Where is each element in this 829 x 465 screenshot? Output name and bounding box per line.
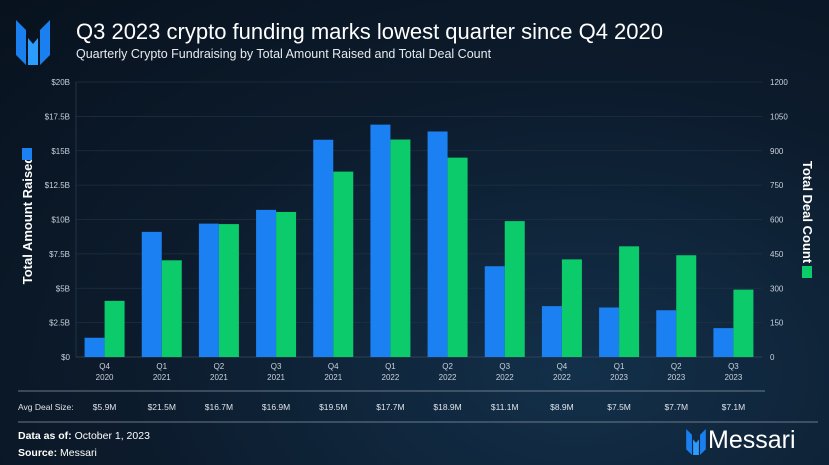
data-as-of: Data as of: October 1, 2023	[18, 430, 150, 442]
chart-subtitle: Quarterly Crypto Fundraising by Total Am…	[76, 47, 492, 61]
bar-amount-raised	[541, 306, 562, 357]
bar-amount-raised	[370, 124, 391, 357]
avg-deal-size-value: $21.5M	[148, 402, 176, 412]
right-axis-title: Total Deal Count	[800, 161, 815, 264]
left-tick-label: $20B	[51, 78, 70, 87]
bar-amount-raised	[599, 307, 620, 357]
brand-name: Messari	[708, 426, 796, 454]
avg-deal-size-value: $19.5M	[319, 402, 347, 412]
bar-amount-raised	[484, 266, 505, 357]
left-tick-label: $2.5B	[49, 319, 70, 328]
x-tick-year: 2021	[210, 373, 228, 382]
bar-amount-raised	[713, 328, 734, 357]
legend-swatch-amount	[22, 148, 32, 160]
bar-amount-raised	[313, 139, 334, 357]
bar-deal-count	[561, 259, 582, 357]
bar-deal-count	[733, 289, 754, 357]
avg-deal-size-value: $5.9M	[93, 402, 117, 412]
left-tick-label: $17.5B	[45, 112, 70, 121]
source-value: Messari	[60, 447, 97, 459]
messari-logo-icon	[16, 20, 50, 65]
bar-amount-raised	[256, 209, 277, 357]
data-as-of-value: October 1, 2023	[74, 430, 150, 442]
left-axis-title: Total Amount Raised	[20, 156, 35, 285]
x-tick-quarter: Q2	[214, 362, 225, 371]
x-tick-quarter: Q1	[385, 362, 396, 371]
x-tick-year: 2023	[610, 373, 628, 382]
x-tick-quarter: Q4	[328, 362, 339, 371]
bar-amount-raised	[427, 131, 448, 357]
bar-amount-raised	[198, 223, 219, 357]
avg-deal-size-value: $7.7M	[664, 402, 688, 412]
right-tick-label: 450	[770, 250, 784, 259]
bar-deal-count	[333, 171, 354, 357]
x-tick-quarter: Q1	[614, 362, 625, 371]
x-tick-quarter: Q3	[499, 362, 510, 371]
bar-deal-count	[447, 157, 468, 357]
bar-amount-raised	[141, 231, 162, 357]
x-tick-quarter: Q3	[271, 362, 282, 371]
x-tick-year: 2021	[153, 373, 171, 382]
bar-deal-count	[161, 260, 182, 357]
right-tick-label: 900	[770, 147, 784, 156]
avg-deal-size-value: $17.7M	[376, 402, 404, 412]
x-tick-year: 2022	[439, 373, 457, 382]
avg-deal-size-label: Avg Deal Size:	[18, 402, 74, 412]
avg-deal-size-value: $18.9M	[433, 402, 461, 412]
x-tick-year: 2021	[267, 373, 285, 382]
right-tick-label: 300	[770, 284, 784, 293]
avg-deal-size-value: $7.1M	[722, 402, 746, 412]
avg-deal-size-value: $16.9M	[262, 402, 290, 412]
left-tick-label: $12.5B	[45, 181, 70, 190]
data-as-of-label: Data as of:	[18, 430, 72, 442]
x-tick-year: 2023	[667, 373, 685, 382]
chart-title: Q3 2023 crypto funding marks lowest quar…	[76, 19, 663, 44]
bar-deal-count	[276, 211, 297, 357]
left-tick-label: $10B	[51, 216, 70, 225]
right-tick-label: 0	[770, 353, 775, 362]
x-tick-quarter: Q3	[728, 362, 739, 371]
bar-deal-count	[218, 224, 239, 357]
x-tick-year: 2022	[496, 373, 514, 382]
messari-footer-logo-icon	[686, 429, 706, 455]
avg-deal-size-value: $7.5M	[607, 402, 631, 412]
source: Source: Messari	[18, 447, 97, 459]
x-tick-year: 2021	[324, 373, 342, 382]
bar-amount-raised	[656, 310, 677, 357]
x-tick-quarter: Q4	[99, 362, 110, 371]
bar-deal-count	[676, 255, 697, 357]
avg-deal-size-value: $8.9M	[550, 402, 574, 412]
x-tick-year: 2022	[553, 373, 571, 382]
x-tick-quarter: Q1	[156, 362, 167, 371]
bar-deal-count	[390, 139, 411, 357]
bar-deal-count	[104, 300, 125, 357]
x-tick-quarter: Q4	[557, 362, 568, 371]
left-tick-label: $7.5B	[49, 250, 70, 259]
x-tick-year: 2023	[725, 373, 743, 382]
left-tick-label: $5B	[56, 284, 70, 293]
right-tick-label: 600	[770, 216, 784, 225]
x-tick-quarter: Q2	[671, 362, 682, 371]
x-tick-year: 2022	[382, 373, 400, 382]
right-tick-label: 750	[770, 181, 784, 190]
bar-deal-count	[504, 221, 525, 357]
left-tick-label: $0	[61, 353, 70, 362]
legend-swatch-deals	[802, 266, 812, 278]
source-label: Source:	[18, 447, 58, 459]
avg-deal-size-value: $11.1M	[491, 402, 519, 412]
bar-deal-count	[619, 246, 640, 357]
right-tick-label: 150	[770, 319, 784, 328]
x-tick-quarter: Q2	[442, 362, 453, 371]
right-tick-label: 1200	[770, 78, 788, 87]
right-tick-label: 1050	[770, 112, 788, 121]
bar-amount-raised	[84, 337, 105, 357]
x-tick-year: 2020	[96, 373, 114, 382]
avg-deal-size-value: $16.7M	[205, 402, 233, 412]
left-tick-label: $15B	[51, 147, 70, 156]
